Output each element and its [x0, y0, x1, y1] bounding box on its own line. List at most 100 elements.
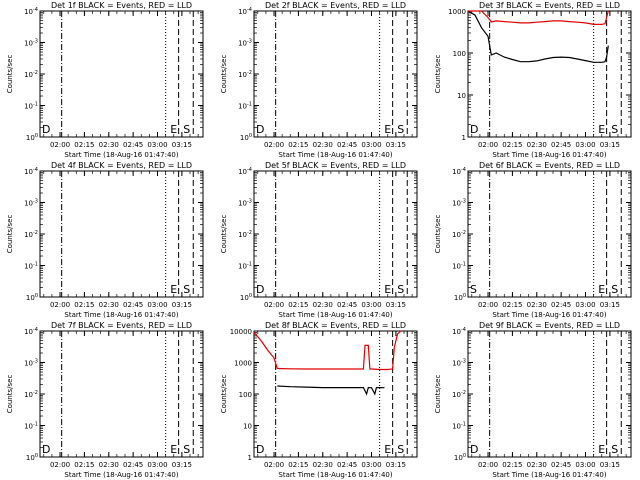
ytick-label: 10-2 [24, 390, 38, 399]
xtick-label: 02:15 [288, 141, 308, 149]
ytick-label: 100 [26, 293, 38, 302]
panel-title: Det 1f BLACK = Events, RED = LLD [51, 1, 192, 10]
ytick-label: 10-3 [24, 199, 38, 208]
event-marker-letter: S [183, 283, 190, 296]
ytick-label: 10-4 [452, 327, 466, 336]
events-series-line [467, 10, 609, 63]
xtick-label: 03:15 [386, 461, 406, 469]
lld-series-line [468, 10, 609, 25]
event-marker-letter: D [470, 123, 478, 136]
xtick-label: 02:00 [264, 461, 284, 469]
panel-title: Det 4f BLACK = Events, RED = LLD [51, 161, 192, 170]
ytick-label: 10-1 [24, 422, 38, 431]
ytick-label: 100 [26, 133, 38, 142]
ytick-label: 10-1 [452, 422, 466, 431]
detector-panel: Det 3f BLACK = Events, RED = LLD 1 10 100 10… [434, 1, 632, 159]
ytick-label: 1000 [234, 360, 252, 368]
xtick-label: 03:15 [172, 301, 192, 309]
xtick-label: 02:45 [337, 461, 357, 469]
event-marker-letter: E [384, 283, 391, 296]
ytick-label: 100 [240, 293, 252, 302]
ytick-label: 10-4 [238, 167, 252, 176]
xtick-label: 02:45 [551, 461, 571, 469]
x-axis-label: Start Time (18-Aug-16 01:47:40) [492, 151, 606, 159]
xtick-label: 03:00 [147, 141, 167, 149]
y-axis-label: Counts/sec [434, 55, 442, 94]
xtick-label: 02:00 [264, 301, 284, 309]
xtick-label: 02:45 [123, 301, 143, 309]
y-axis-label: Counts/sec [220, 375, 228, 414]
xtick-label: 02:30 [99, 461, 119, 469]
ytick-label: 10-3 [238, 39, 252, 48]
xtick-label: 02:45 [551, 301, 571, 309]
event-marker-letter: D [470, 443, 478, 456]
y-axis-label: Counts/sec [6, 55, 14, 94]
xtick-label: 03:15 [600, 301, 620, 309]
xtick-label: 02:30 [527, 461, 547, 469]
event-marker-letter: S [470, 283, 477, 296]
ytick-label: 10-4 [24, 327, 38, 336]
event-marker-letter: E [598, 283, 605, 296]
ytick-label: 1000 [448, 8, 466, 16]
detector-panel: Det 8f BLACK = Events, RED = LLD 1 10 100 10… [220, 321, 418, 479]
xtick-label: 02:45 [123, 461, 143, 469]
event-marker-letter: S [397, 123, 404, 136]
xtick-label: 02:00 [50, 141, 70, 149]
ytick-label: 10-1 [24, 102, 38, 111]
xtick-label: 02:15 [288, 301, 308, 309]
ytick-label: 100 [454, 293, 466, 302]
detector-panel: Det 4f BLACK = Events, RED = LLD 100 10-1 1… [6, 161, 204, 319]
ytick-label: 10-3 [452, 199, 466, 208]
ytick-label: 1 [248, 454, 252, 462]
ytick-label: 100 [26, 453, 38, 462]
ytick-label: 10-1 [238, 262, 252, 271]
panel-title: Det 9f BLACK = Events, RED = LLD [479, 321, 620, 330]
event-marker-letter: D [256, 443, 264, 456]
y-axis-label: Counts/sec [220, 55, 228, 94]
event-marker-letter: E [170, 123, 177, 136]
ytick-label: 10-2 [24, 230, 38, 239]
event-marker-letter: D [42, 123, 50, 136]
xtick-label: 02:15 [74, 301, 94, 309]
xtick-label: 02:30 [527, 141, 547, 149]
x-axis-label: Start Time (18-Aug-16 01:47:40) [492, 471, 606, 479]
y-axis-label: Counts/sec [220, 215, 228, 254]
ytick-label: 10-3 [24, 39, 38, 48]
y-axis-label: Counts/sec [434, 375, 442, 414]
detector-panel: Det 2f BLACK = Events, RED = LLD 100 10-1 1… [220, 1, 418, 159]
xtick-label: 03:00 [147, 301, 167, 309]
event-marker-letter: E [170, 443, 177, 456]
ytick-label: 100 [454, 453, 466, 462]
ytick-label: 10-4 [24, 7, 38, 16]
x-axis-label: Start Time (18-Aug-16 01:47:40) [278, 311, 392, 319]
ytick-label: 10 [457, 92, 466, 100]
panel-title: Det 2f BLACK = Events, RED = LLD [265, 1, 406, 10]
event-marker-letter: E [170, 283, 177, 296]
xtick-label: 03:15 [600, 141, 620, 149]
ytick-label: 10-3 [238, 199, 252, 208]
xtick-label: 02:00 [478, 461, 498, 469]
event-marker-letter: D [256, 123, 264, 136]
x-axis-label: Start Time (18-Aug-16 01:47:40) [278, 471, 392, 479]
xtick-label: 02:00 [478, 301, 498, 309]
detector-panel: Det 6f BLACK = Events, RED = LLD 100 10-1 1… [434, 161, 632, 319]
event-marker-letter: S [183, 443, 190, 456]
xtick-label: 02:45 [551, 141, 571, 149]
xtick-label: 02:00 [50, 301, 70, 309]
xtick-label: 02:45 [337, 301, 357, 309]
event-marker-letter: D [42, 443, 50, 456]
event-marker-letter: S [397, 283, 404, 296]
xtick-label: 03:00 [575, 301, 595, 309]
xtick-label: 03:15 [386, 141, 406, 149]
xtick-label: 03:15 [386, 301, 406, 309]
lld-series-line [253, 330, 402, 371]
event-marker-letter: E [384, 443, 391, 456]
x-axis-label: Start Time (18-Aug-16 01:47:40) [64, 471, 178, 479]
xtick-label: 02:15 [502, 301, 522, 309]
xtick-label: 03:15 [172, 461, 192, 469]
y-axis-label: Counts/sec [6, 215, 14, 254]
ytick-label: 10-3 [24, 359, 38, 368]
detector-panel: Det 1f BLACK = Events, RED = LLD 100 10-1 1… [6, 1, 204, 159]
